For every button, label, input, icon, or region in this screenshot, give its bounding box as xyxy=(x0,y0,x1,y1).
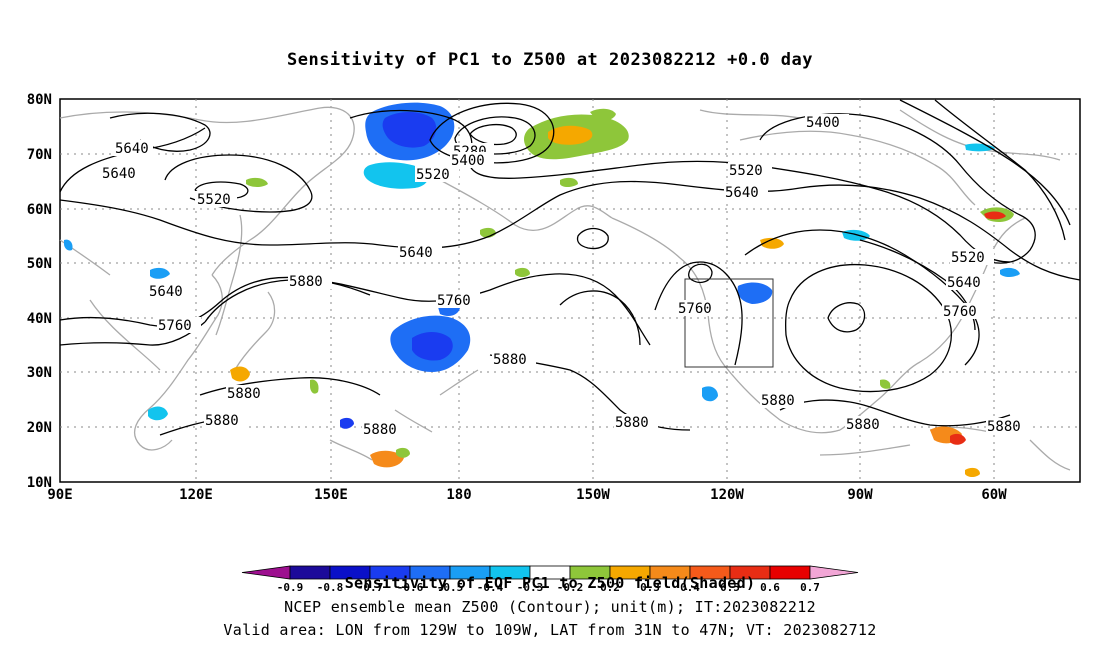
contour-label: 5520 xyxy=(416,167,450,183)
contour-label: 5760 xyxy=(158,318,192,334)
contour-label: 5640 xyxy=(725,185,759,201)
lon-label: 120E xyxy=(179,487,213,503)
colorbar-max-arrow xyxy=(809,565,859,580)
colorbar-tick-label: 0.7 xyxy=(800,581,820,594)
colorbar-labels: -0.9 -0.8 -0.7 -0.6 -0.5 -0.4 -0.3 -0.2 0.2 0.3 0.… xyxy=(277,581,820,594)
lon-label: 90W xyxy=(847,487,873,503)
colorbar-tick-label: -0.9 xyxy=(277,581,304,594)
caption-contour: NCEP ensemble mean Z500 (Contour); unit(… xyxy=(284,598,816,616)
contour-label: 5520 xyxy=(197,192,231,208)
lon-axis-labels: 90E 120E 150E 180 150W 120W 90W 60W xyxy=(47,487,1007,503)
colorbar-tick-label: -0.6 xyxy=(397,581,424,594)
contour-label: 5760 xyxy=(943,304,977,320)
colorbar-tick-label: -0.4 xyxy=(477,581,504,594)
contour-label: 5880 xyxy=(227,386,261,402)
contour-label: 5880 xyxy=(846,417,880,433)
lat-label: 40N xyxy=(27,311,52,327)
contour-label: 5640 xyxy=(115,141,149,157)
colorbar-tick-label: 0.3 xyxy=(640,581,660,594)
colorbar-tick-label: 0.2 xyxy=(600,581,620,594)
contour-label: 5640 xyxy=(399,245,433,261)
lon-label: 150E xyxy=(314,487,348,503)
lat-label: 70N xyxy=(27,147,52,163)
lat-axis-labels: 80N 70N 60N 50N 40N 30N 20N 10N xyxy=(27,92,52,491)
contour-label: 5760 xyxy=(437,293,471,309)
sensitivity-shading xyxy=(64,102,1020,477)
lon-label: 150W xyxy=(576,487,610,503)
lat-label: 10N xyxy=(27,475,52,491)
contour-label: 5880 xyxy=(289,274,323,290)
contour-label: 5400 xyxy=(451,153,485,169)
lon-label: 180 xyxy=(446,487,471,503)
valid-area-box xyxy=(684,278,774,368)
contour-label: 5880 xyxy=(205,413,239,429)
colorbar-tick-label: -0.7 xyxy=(357,581,384,594)
contour-label: 5640 xyxy=(149,284,183,300)
contour-label: 5880 xyxy=(363,422,397,438)
map-title: Sensitivity of PC1 to Z500 at 2023082212… xyxy=(286,50,813,70)
map-frame xyxy=(59,98,1081,483)
contour-label: 5760 xyxy=(678,301,712,317)
contour-label: 5880 xyxy=(987,419,1021,435)
caption-shading: Sensitivity of EOF PC1 to Z500 field(Sha… xyxy=(344,574,756,592)
colorbar-tick-label: 0.6 xyxy=(760,581,780,594)
colorbar-tick-label: -0.3 xyxy=(517,581,544,594)
lon-label: 90E xyxy=(47,487,72,503)
lon-label: 60W xyxy=(981,487,1007,503)
lat-label: 30N xyxy=(27,365,52,381)
contour-label: 5520 xyxy=(951,250,985,266)
colorbar-tick-label: 0.4 xyxy=(680,581,700,594)
colorbar-tick-label: -0.5 xyxy=(437,581,464,594)
colorbar-tick-label: 0.5 xyxy=(720,581,740,594)
contour-label: 5520 xyxy=(729,163,763,179)
colorbar-boxes xyxy=(241,565,859,580)
contour-label: 5880 xyxy=(493,352,527,368)
caption-valid-area: Valid area: LON from 129W to 109W, LAT f… xyxy=(223,621,877,639)
lon-label: 120W xyxy=(710,487,744,503)
contour-label: 5400 xyxy=(806,115,840,131)
lat-label: 50N xyxy=(27,256,52,272)
contour-label: 5880 xyxy=(615,415,649,431)
contour-labels: 5640 5640 5520 5280 5400 5520 5400 5520 … xyxy=(100,114,1030,438)
colorbar-tick-label: -0.8 xyxy=(317,581,344,594)
lat-label: 60N xyxy=(27,202,52,218)
lat-label: 80N xyxy=(27,92,52,108)
contour-label: 5640 xyxy=(947,275,981,291)
lat-label: 20N xyxy=(27,420,52,436)
colorbar-tick-label: -0.2 xyxy=(557,581,584,594)
contour-label: 5880 xyxy=(761,393,795,409)
contour-label: 5640 xyxy=(102,166,136,182)
